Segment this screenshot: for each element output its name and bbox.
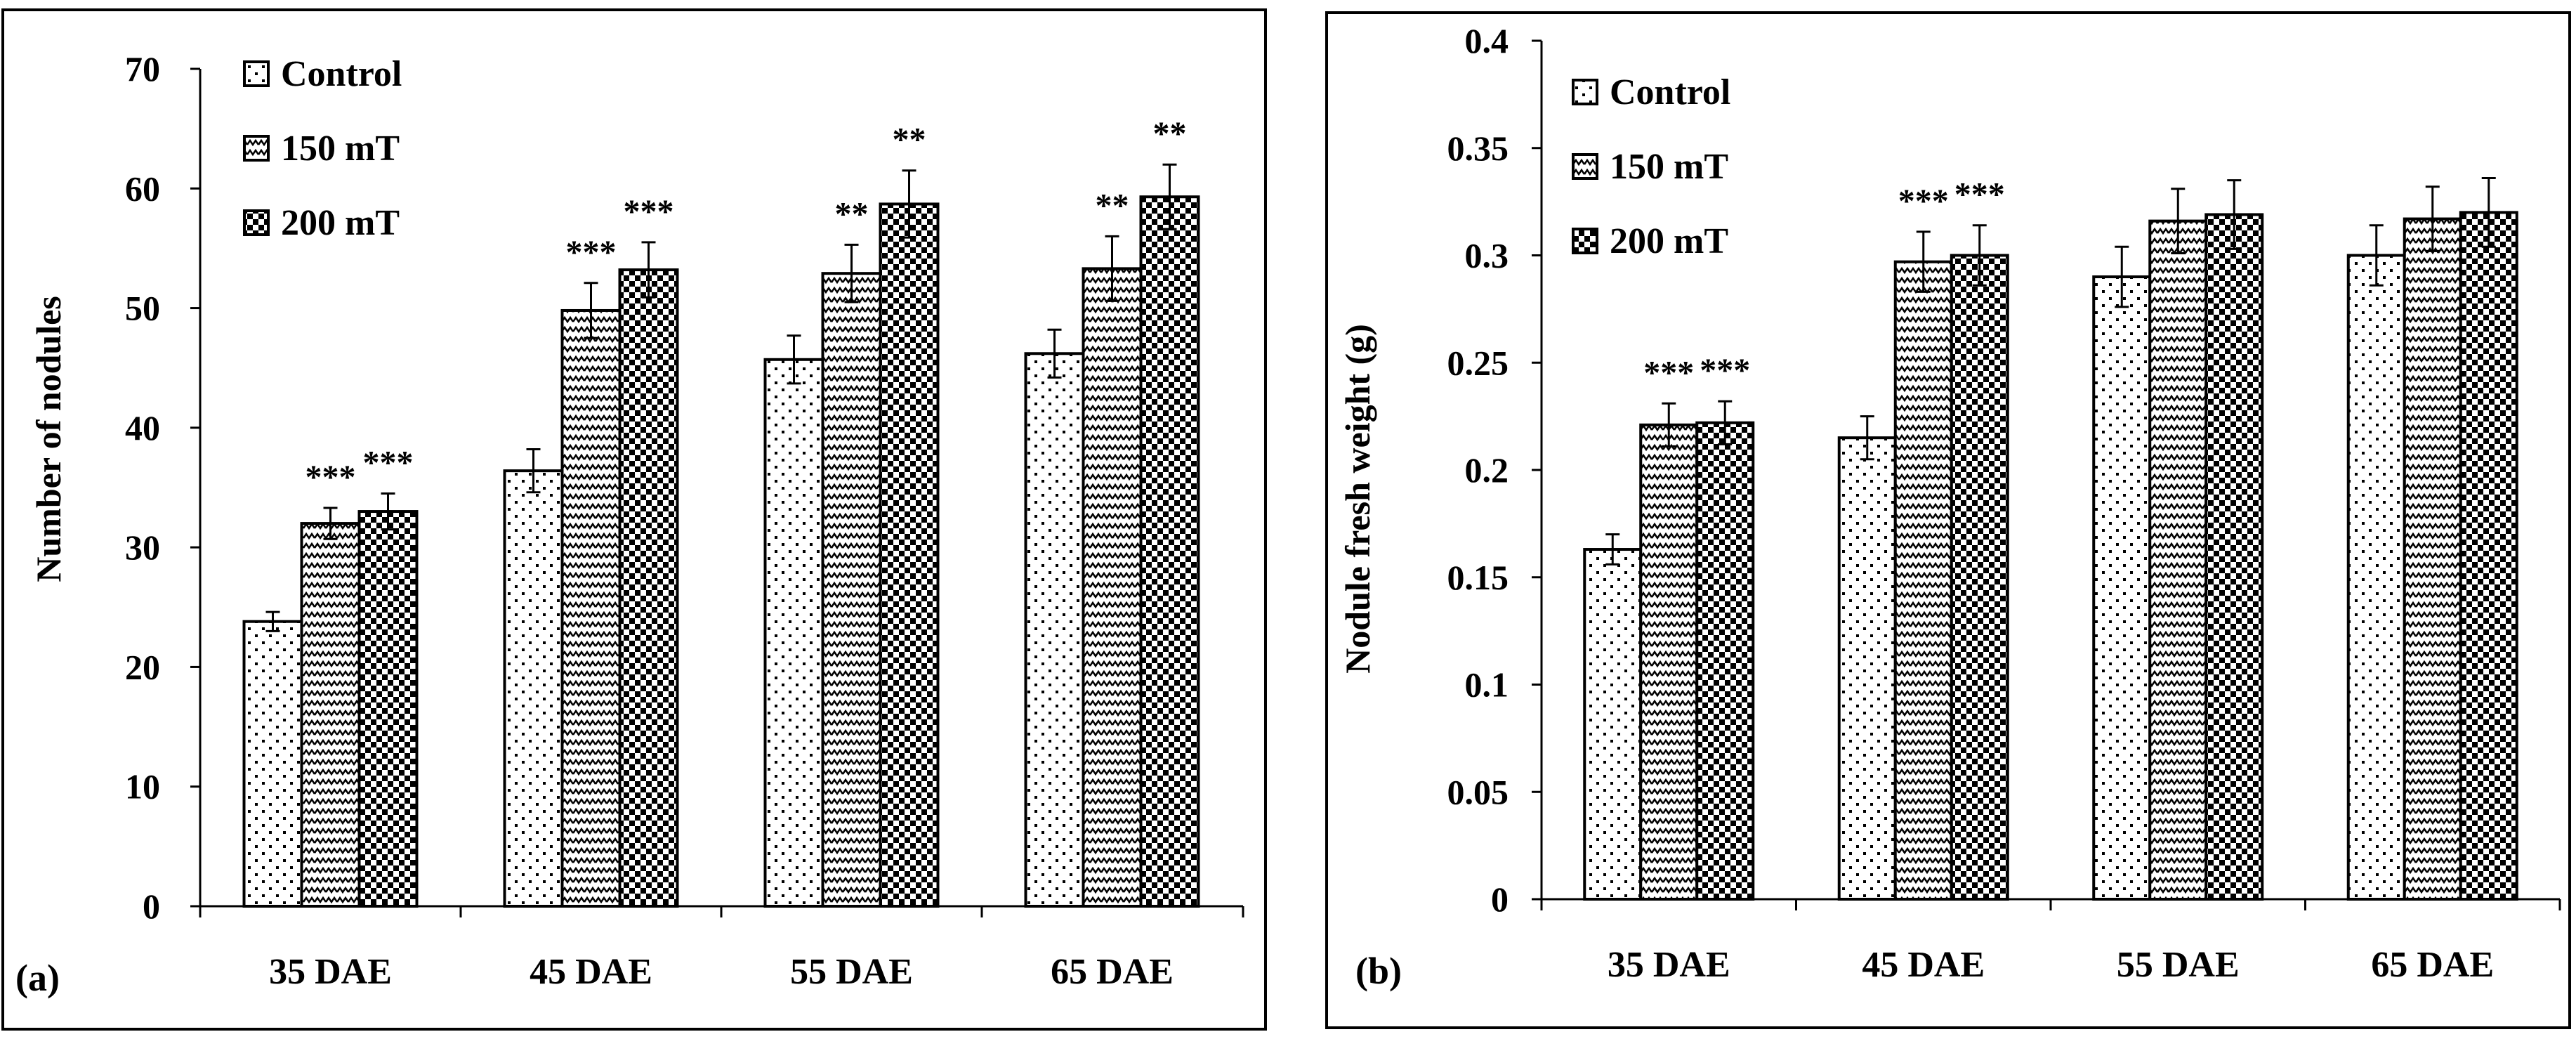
panel-a-significance-label: *** <box>624 193 674 230</box>
panel-a-bar <box>300 522 361 908</box>
panel-b-y-tick-label: 0.05 <box>1447 772 1509 811</box>
panel-a-bar <box>618 268 679 908</box>
panel-b-bar <box>1639 423 1699 901</box>
panel-a-bar <box>1024 352 1085 908</box>
panel-a-y-tick-label: 40 <box>125 408 160 447</box>
panel-a-x-tick-label: 45 DAE <box>530 952 652 992</box>
panel-a-significance-label: *** <box>305 459 356 496</box>
panel-b-bar <box>1893 260 1953 901</box>
panel-a-y-tick-label: 30 <box>125 528 160 567</box>
panel-b-significance-label: *** <box>1954 176 2005 214</box>
panel-b-bar <box>2092 275 2152 901</box>
panel-b-frame <box>1325 11 2571 1029</box>
panel-b-significance-label: *** <box>1643 354 1694 391</box>
panel-b-legend-swatch <box>1572 153 1598 180</box>
panel-a-y-tick-label: 20 <box>125 647 160 686</box>
panel-b-bar <box>2403 217 2462 901</box>
panel-b-bar <box>2148 219 2208 901</box>
panel-b-y-axis-label: Nodule fresh weight (g) <box>1338 324 1377 674</box>
panel-b-y-tick-label: 0.4 <box>1465 21 1509 60</box>
panel-a-bar <box>1139 195 1200 908</box>
panel-a: Number of nodules (a) 0 10 20 30 40 50 60 70 35 … <box>1 8 1267 1031</box>
panel-a-bar <box>242 620 303 908</box>
panel-b-legend-label: 150 mT <box>1610 147 1728 187</box>
panel-b-bar <box>2346 254 2406 901</box>
panel-b-x-tick-label: 65 DAE <box>2371 945 2494 985</box>
panel-b: Nodule fresh weight (g) (b) 0 0.05 0.1 0.15… <box>1325 11 2571 1029</box>
panel-b-label: (b) <box>1355 950 1402 992</box>
panel-b-y-tick-label: 0.15 <box>1447 558 1509 597</box>
panel-a-y-tick-label: 70 <box>125 49 160 89</box>
panel-a-bar <box>357 510 419 908</box>
panel-b-bar <box>1583 548 1643 901</box>
panel-a-legend-swatch <box>243 60 270 87</box>
panel-a-legend-swatch <box>243 135 270 162</box>
panel-b-x-tick-label: 35 DAE <box>1608 945 1730 985</box>
panel-a-legend-swatch <box>243 209 270 236</box>
panel-a-legend-label: 150 mT <box>281 129 400 169</box>
panel-a-bar <box>560 308 622 908</box>
panel-a-significance-label: ** <box>835 195 869 233</box>
panel-a-bar <box>503 469 564 908</box>
panel-a-x-tick-label: 55 DAE <box>790 952 913 992</box>
panel-b-y-tick-label: 0.25 <box>1447 343 1509 382</box>
panel-b-legend-swatch <box>1572 79 1598 105</box>
panel-a-significance-label: *** <box>363 445 414 482</box>
panel-b-bar <box>1695 421 1755 901</box>
panel-a-bar <box>821 272 882 908</box>
panel-b-y-tick-label: 0 <box>1491 880 1509 919</box>
panel-b-bar <box>2459 211 2518 901</box>
panel-a-y-tick-label: 10 <box>125 767 160 806</box>
panel-a-legend-label: 200 mT <box>281 203 400 243</box>
panel-b-x-tick-label: 45 DAE <box>1862 945 1985 985</box>
panel-b-y-tick-label: 0.3 <box>1465 236 1509 275</box>
panel-a-y-tick-label: 60 <box>125 169 160 208</box>
panel-a-significance-label: ** <box>893 122 926 159</box>
panel-b-y-tick-label: 0.2 <box>1465 450 1509 490</box>
panel-a-label: (a) <box>15 957 60 999</box>
panel-a-significance-label: ** <box>1153 115 1187 152</box>
panel-a-bar <box>879 202 940 908</box>
panel-b-x-tick-label: 55 DAE <box>2117 945 2240 985</box>
panel-b-y-tick-label: 0.1 <box>1465 665 1509 705</box>
panel-a-significance-label: ** <box>1096 187 1129 224</box>
panel-a-y-tick-label: 0 <box>143 887 160 926</box>
panel-a-frame <box>1 8 1267 1031</box>
panel-a-legend-label: Control <box>281 54 402 94</box>
panel-b-bar <box>2204 213 2264 901</box>
panel-b-significance-label: *** <box>1700 352 1750 389</box>
panel-b-legend-label: 200 mT <box>1610 221 1728 261</box>
panel-a-bar <box>763 358 824 908</box>
panel-a-significance-label: *** <box>566 234 617 271</box>
panel-a-y-axis-label: Number of nodules <box>29 296 68 582</box>
panel-b-legend-label: Control <box>1610 72 1730 112</box>
panel-b-bar <box>1837 436 1897 901</box>
panel-b-legend-swatch <box>1572 228 1598 254</box>
panel-a-bar <box>1082 267 1143 908</box>
panel-a-x-tick-label: 35 DAE <box>269 952 392 992</box>
panel-b-bar <box>1950 254 2009 901</box>
panel-a-x-tick-label: 65 DAE <box>1051 952 1174 992</box>
panel-b-significance-label: *** <box>1898 183 1949 220</box>
panel-b-y-tick-label: 0.35 <box>1447 129 1509 168</box>
panel-a-y-tick-label: 50 <box>125 289 160 328</box>
